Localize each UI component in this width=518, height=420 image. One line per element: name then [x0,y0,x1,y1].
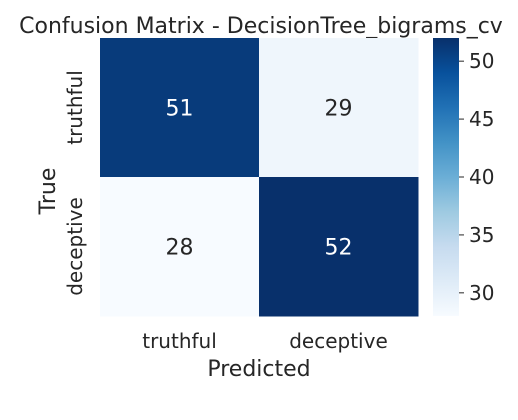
x-tick-labels: truthful deceptive [142,329,388,353]
colorbar-tick-label: 30 [469,281,494,305]
cell-annotation-1-1: 52 [325,236,353,261]
y-tick-label: deceptive [63,197,87,296]
heatmap-cell-1-0 [100,177,260,317]
y-tick-label: truthful [63,70,87,145]
colorbar-tick-label: 45 [469,107,494,131]
colorbar-ticks: 30 35 40 45 50 [459,49,494,305]
heatmap-cells [100,38,419,317]
heatmap-cell-0-1 [259,38,419,178]
x-axis-label: Predicted [207,357,310,382]
colorbar-tick-label: 35 [469,223,494,247]
colorbar-tick-label: 50 [469,49,494,73]
heatmap-cell-1-1 [259,177,419,317]
colorbar [433,38,459,316]
y-axis-label: True [36,168,61,216]
heatmap-annotations: 51 29 28 52 [166,97,353,261]
colorbar-tick-label: 40 [469,165,494,189]
chart-title: Confusion Matrix - DecisionTree_bigrams_… [19,14,503,39]
cell-annotation-0-0: 51 [166,97,194,122]
cell-annotation-1-0: 28 [166,236,194,261]
x-tick-label: deceptive [289,329,388,353]
cell-annotation-0-1: 29 [325,97,353,122]
heatmap-cell-0-0 [100,38,260,178]
x-tick-label: truthful [142,329,217,353]
y-tick-labels: truthful deceptive [63,70,87,296]
